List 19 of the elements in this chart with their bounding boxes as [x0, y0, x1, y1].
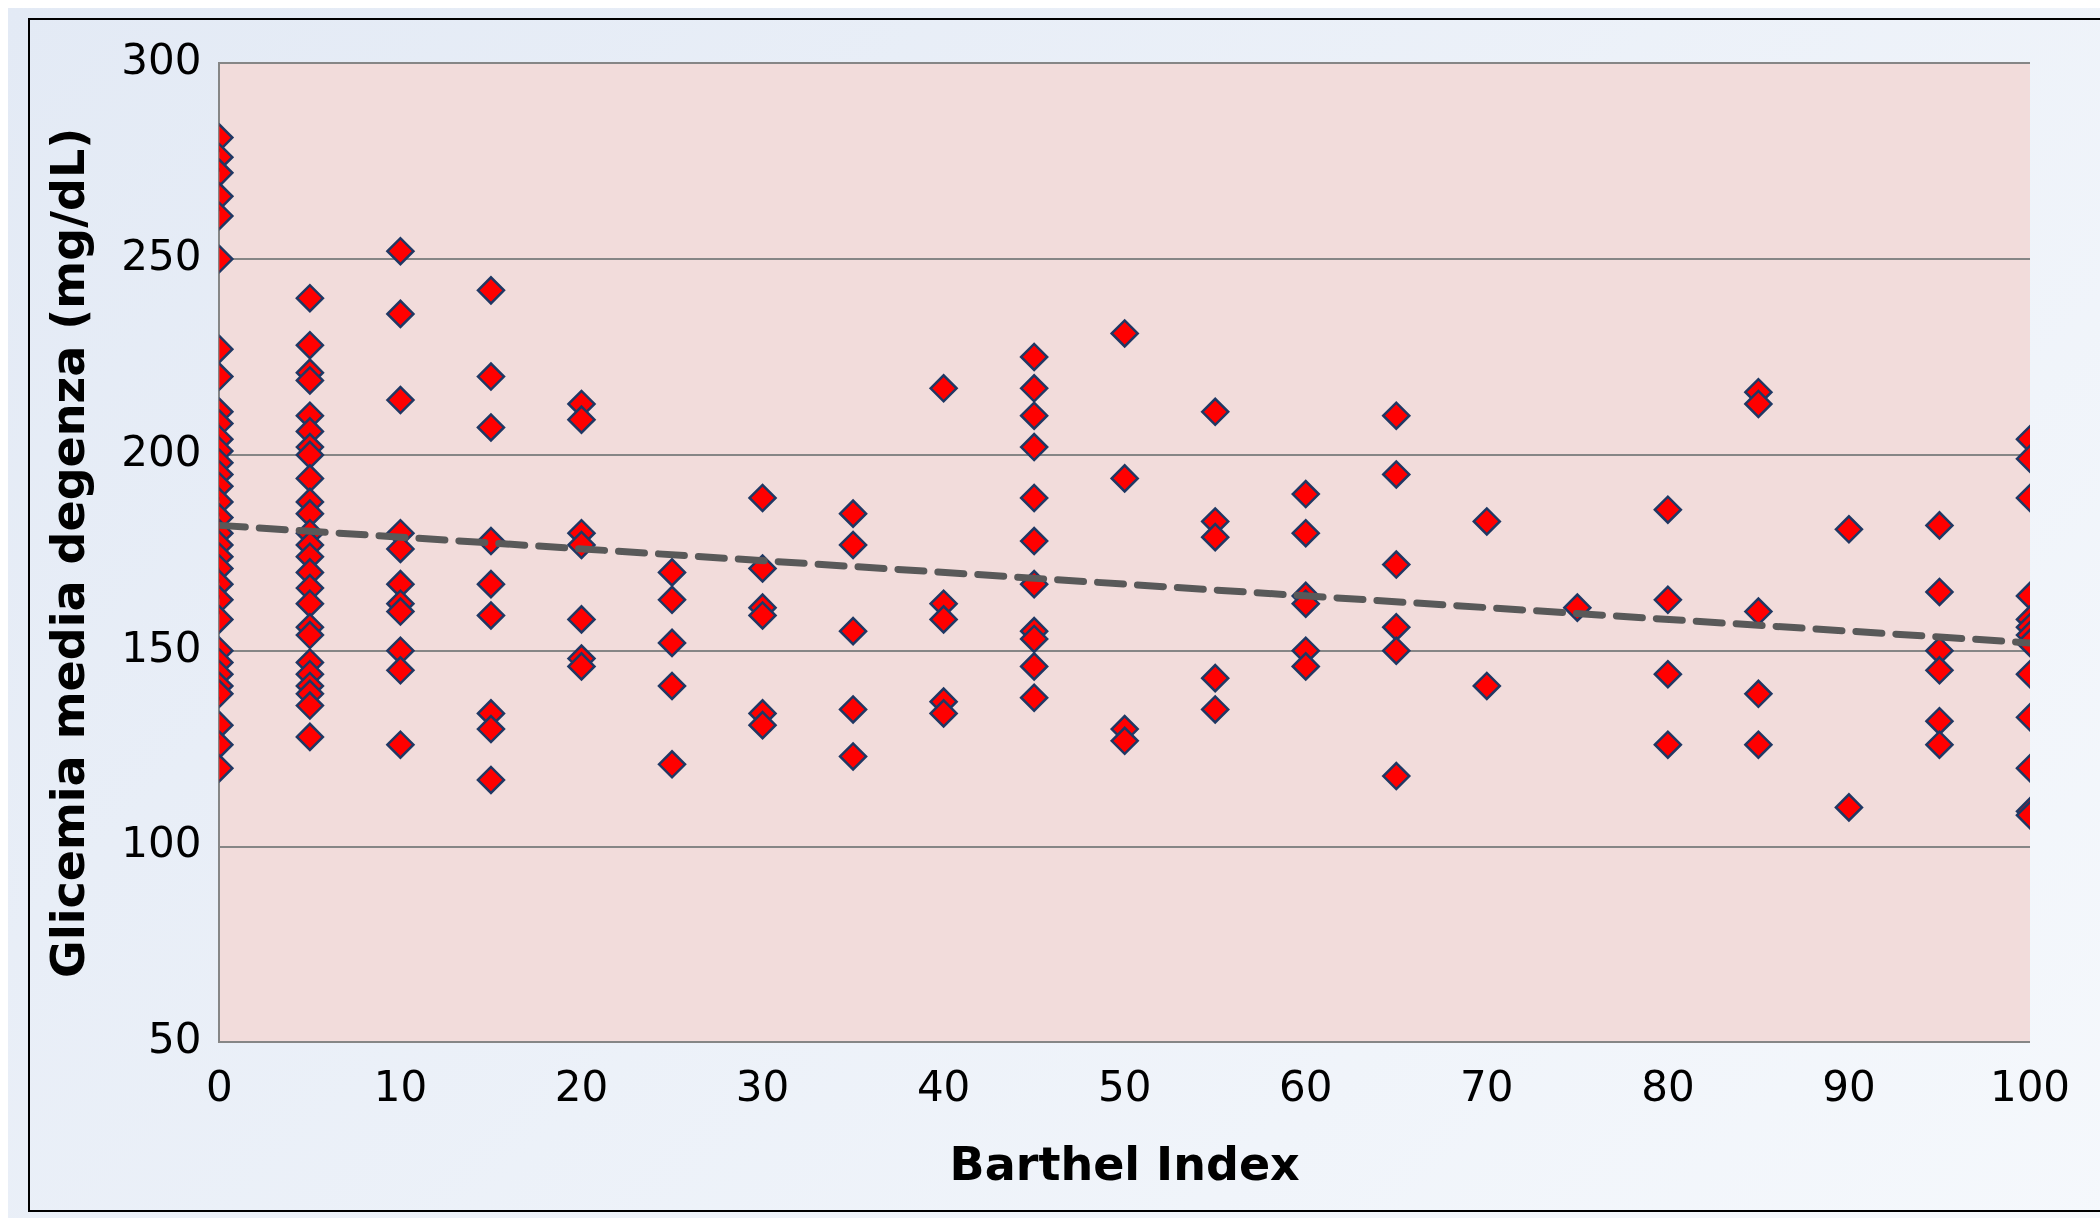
y-tick-label: 250 [121, 230, 202, 280]
x-tick-label: 30 [735, 1061, 790, 1111]
x-tick-label: 70 [1460, 1061, 1514, 1111]
x-tick-label: 40 [916, 1061, 971, 1111]
x-tick-label: 100 [1989, 1061, 2071, 1111]
y-axis-title: Glicemia media degenza (mg/dL) [40, 127, 95, 978]
x-tick-label: 60 [1279, 1061, 1333, 1111]
y-tick-label: 150 [121, 622, 202, 672]
y-tick-label: 200 [121, 426, 202, 476]
x-tick-label: 80 [1641, 1061, 1695, 1111]
x-tick-label: 10 [373, 1061, 428, 1111]
x-tick-label: 0 [206, 1061, 233, 1111]
x-tick-label: 20 [554, 1061, 609, 1111]
y-tick-label: 100 [121, 818, 202, 868]
y-tick-label: 50 [147, 1014, 202, 1064]
x-axis-title: Barthel Index [949, 1137, 1300, 1192]
x-tick-label: 50 [1097, 1061, 1152, 1111]
y-tick-label: 300 [121, 35, 202, 85]
x-tick-label: 90 [1822, 1061, 1876, 1111]
